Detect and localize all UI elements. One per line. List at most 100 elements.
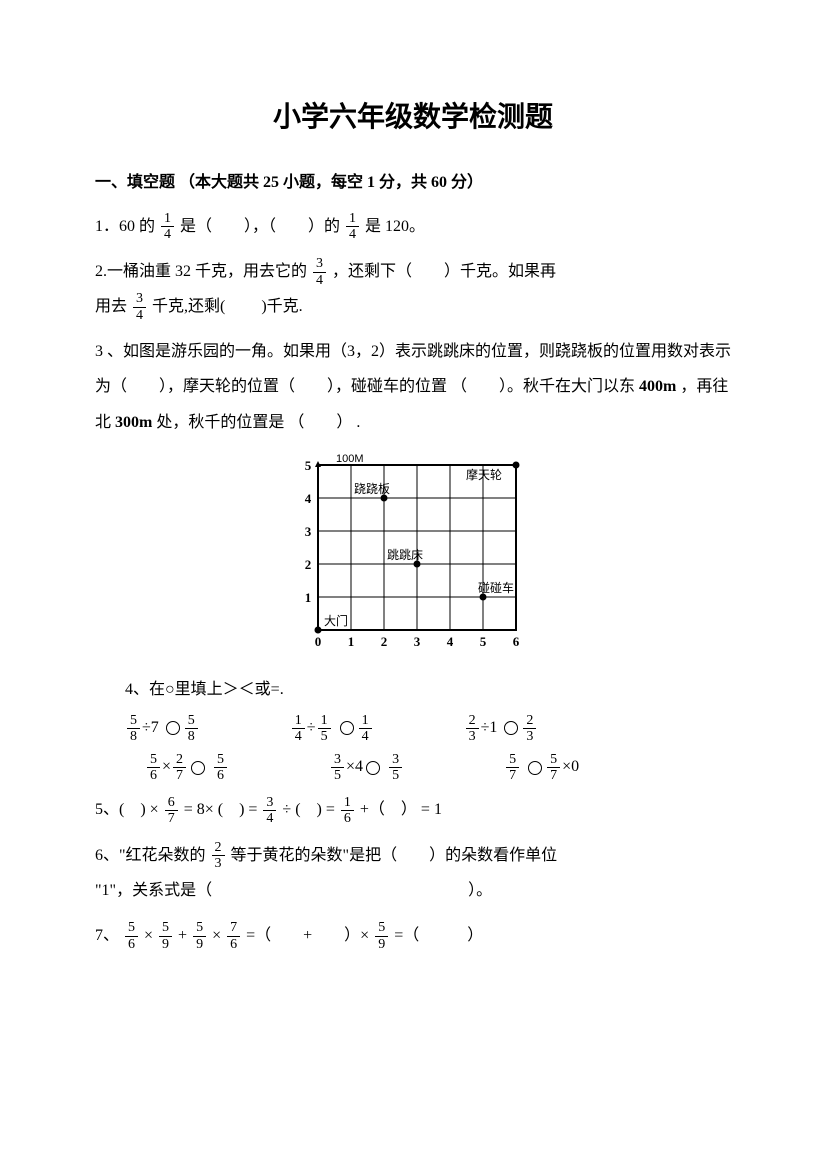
denominator: 4 <box>346 227 359 242</box>
question-6: 6、"红花朵数的 23 等于黄花的朵数"是把（ ）的朵数看作单位 "1"，关系式… <box>95 838 731 908</box>
q5-text: 5、( ) × <box>95 801 163 818</box>
q1-text: 是 120。 <box>365 218 425 235</box>
numerator: 3 <box>313 256 326 272</box>
numerator: 5 <box>506 752 519 768</box>
q4-item: 35×4 35 <box>329 749 404 784</box>
numerator: 3 <box>263 795 276 811</box>
svg-text:5: 5 <box>480 634 487 649</box>
numerator: 5 <box>547 752 560 768</box>
circle-blank <box>166 721 180 735</box>
q5-text: = 8× ( ) = <box>184 801 262 818</box>
numerator: 2 <box>523 713 536 729</box>
q2-text: ，还剩下（ ）千克。如果再 <box>332 263 556 280</box>
denominator: 9 <box>375 937 388 952</box>
svg-text:6: 6 <box>513 634 520 649</box>
fraction: 3 4 <box>313 256 326 288</box>
q7-text: =（ ） <box>394 927 483 944</box>
q7-text: =（ + ）× <box>246 927 369 944</box>
denominator: 9 <box>159 937 172 952</box>
q3-text: 3 、如图是游乐园的一角。如果用（3，2）表示跳跳床的位置，则跷跷板的位置用数对… <box>95 343 731 395</box>
operator: ×4 <box>346 758 363 775</box>
operator: × <box>162 758 171 775</box>
question-4-row1: 58÷7 58 14÷15 14 23÷1 23 <box>95 710 731 745</box>
denominator: 8 <box>185 729 198 744</box>
circle-blank <box>191 761 205 775</box>
q7-text: × <box>144 927 157 944</box>
numerator: 1 <box>346 211 359 227</box>
grid-diagram: 012345612345100M大门跳跳床跷跷板摩天轮碰碰车 <box>95 450 731 660</box>
denominator: 4 <box>292 729 305 744</box>
question-1: 1．60 的 1 4 是（ ），（ ）的 1 4 是 120。 <box>95 209 731 244</box>
q7-text: 7、 <box>95 927 123 944</box>
q6-text: 等于黄花的朵数"是把（ ）的朵数看作单位 <box>231 847 558 864</box>
operator: ÷7 <box>142 719 159 736</box>
svg-text:跳跳床: 跳跳床 <box>387 548 423 562</box>
q3-bold: 400m <box>639 378 676 395</box>
fraction: 1 4 <box>346 211 359 243</box>
svg-text:3: 3 <box>305 524 312 539</box>
q2-text: 用去 <box>95 298 127 315</box>
q4-item: 14÷15 14 <box>290 710 374 745</box>
numerator: 6 <box>165 795 178 811</box>
circle-blank <box>504 721 518 735</box>
svg-text:5: 5 <box>305 458 312 473</box>
svg-text:2: 2 <box>305 557 312 572</box>
denominator: 9 <box>193 937 206 952</box>
section-header: 一、填空题 （本大题共 25 小题，每空 1 分，共 60 分） <box>95 168 731 198</box>
question-3: 3 、如图是游乐园的一角。如果用（3，2）表示跳跳床的位置，则跷跷板的位置用数对… <box>95 334 731 440</box>
denominator: 7 <box>547 768 560 783</box>
numerator: 2 <box>212 840 225 856</box>
operator: ×0 <box>562 758 579 775</box>
q6-text: 6、"红花朵数的 <box>95 847 210 864</box>
svg-text:4: 4 <box>447 634 454 649</box>
svg-text:跷跷板: 跷跷板 <box>354 481 390 496</box>
question-7: 7、 56 × 59 + 59 × 76 =（ + ）× 59 =（ ） <box>95 918 731 953</box>
denominator: 7 <box>165 811 178 826</box>
svg-text:1: 1 <box>348 634 355 649</box>
q6-text: "1"，关系式是（ ）。 <box>95 882 492 899</box>
denominator: 7 <box>173 768 186 783</box>
q2-text: 2.一桶油重 32 千克，用去它的 <box>95 263 307 280</box>
svg-text:1: 1 <box>305 590 312 605</box>
question-2: 2.一桶油重 32 千克，用去它的 3 4 ，还剩下（ ）千克。如果再 用去 3… <box>95 254 731 324</box>
playground-grid-svg: 012345612345100M大门跳跳床跷跷板摩天轮碰碰车 <box>283 450 543 660</box>
denominator: 6 <box>125 937 138 952</box>
svg-text:100M: 100M <box>336 453 364 465</box>
numerator: 5 <box>375 920 388 936</box>
denominator: 4 <box>359 729 372 744</box>
q4-item: 56×27 56 <box>145 749 229 784</box>
denominator: 5 <box>331 768 344 783</box>
denominator: 8 <box>127 729 140 744</box>
numerator: 5 <box>159 920 172 936</box>
svg-text:2: 2 <box>381 634 388 649</box>
numerator: 5 <box>214 752 227 768</box>
q7-text: × <box>212 927 225 944</box>
q5-text: +（ ） = 1 <box>360 801 442 818</box>
operator: ÷ <box>307 719 316 736</box>
q3-text: 处，秋千的位置是 （ ） . <box>156 414 360 431</box>
denominator: 4 <box>133 308 146 323</box>
q5-text: ÷ ( ) = <box>282 801 338 818</box>
operator: ÷1 <box>481 719 498 736</box>
q1-text: 是（ ），（ ）的 <box>180 218 340 235</box>
page-title: 小学六年级数学检测题 <box>95 90 731 143</box>
q7-text: + <box>178 927 187 944</box>
q4-item: 23÷1 23 <box>464 710 539 745</box>
circle-blank <box>528 761 542 775</box>
numerator: 1 <box>161 211 174 227</box>
svg-text:摩天轮: 摩天轮 <box>466 467 502 482</box>
numerator: 1 <box>359 713 372 729</box>
numerator: 5 <box>127 713 140 729</box>
denominator: 5 <box>389 768 402 783</box>
question-4-header: 4、在○里填上＞＜或=. <box>95 675 731 705</box>
numerator: 7 <box>227 920 240 936</box>
numerator: 1 <box>318 713 331 729</box>
denominator: 6 <box>227 937 240 952</box>
denominator: 4 <box>161 227 174 242</box>
numerator: 2 <box>466 713 479 729</box>
denominator: 6 <box>341 811 354 826</box>
q2-text: 千克,还剩( )千克. <box>152 298 303 315</box>
question-5: 5、( ) × 67 = 8× ( ) = 34 ÷ ( ) = 16 +（ ）… <box>95 792 731 827</box>
denominator: 4 <box>313 273 326 288</box>
numerator: 2 <box>173 752 186 768</box>
